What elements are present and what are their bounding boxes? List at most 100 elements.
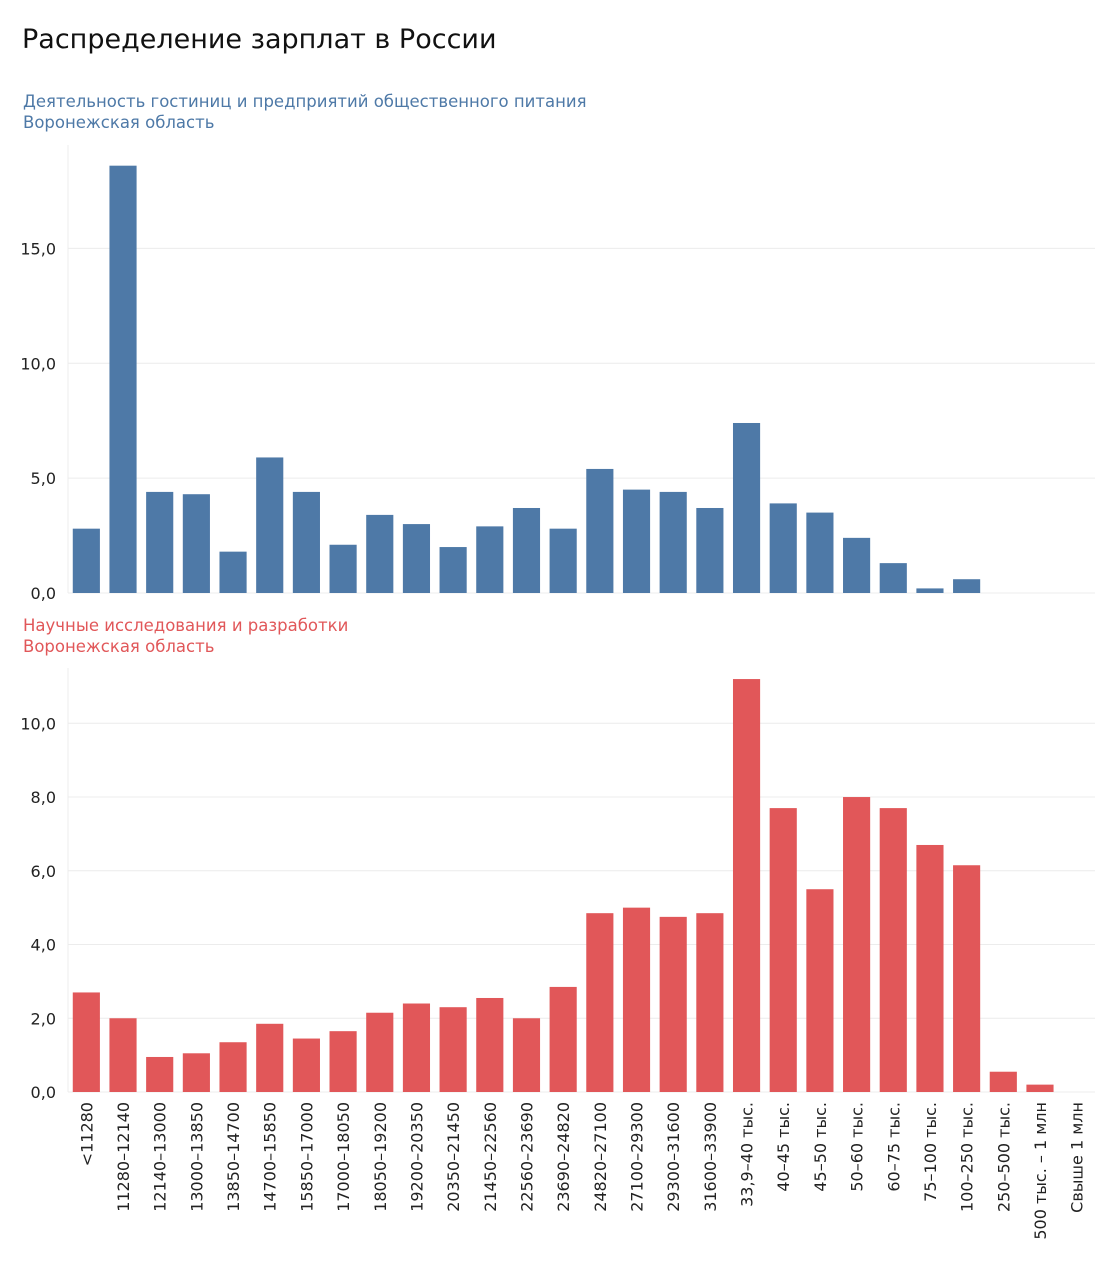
top-bar <box>806 512 834 593</box>
x-tick-label: 13000–13850 <box>187 1102 206 1212</box>
top-bar <box>219 551 247 593</box>
top-bar <box>879 563 907 593</box>
bottom-bar <box>769 808 797 1092</box>
x-tick-label: 45–50 тыс. <box>811 1102 830 1192</box>
x-tick-label: 24820–27100 <box>591 1102 610 1212</box>
top-bar <box>329 544 357 593</box>
top-bar <box>622 489 651 593</box>
x-tick-label: 14700–15850 <box>261 1102 280 1212</box>
top-y-tick-label: 5,0 <box>31 469 56 488</box>
bottom-bar <box>219 1042 247 1092</box>
x-tick-label: <11280 <box>77 1102 96 1166</box>
top-bar <box>769 503 797 593</box>
x-tick-label: 33,9–40 тыс. <box>738 1102 757 1207</box>
bottom-bar <box>256 1023 284 1092</box>
x-tick-label: 20350–21450 <box>444 1102 463 1212</box>
x-tick-label: 12140–13000 <box>151 1102 170 1212</box>
bottom-bar <box>659 916 687 1092</box>
x-tick-label: 23690–24820 <box>554 1102 573 1212</box>
bottom-bar <box>806 889 834 1092</box>
bottom-bar <box>512 1018 541 1092</box>
top-bar <box>182 494 210 593</box>
bottom-bar <box>843 797 871 1092</box>
bottom-chart-subtitle: Научные исследования и разработки Вороне… <box>23 615 348 657</box>
bottom-bar <box>366 1012 394 1092</box>
top-bar <box>439 547 467 593</box>
bottom-bar <box>953 865 981 1092</box>
bottom-bar <box>549 986 577 1092</box>
bottom-bar <box>586 913 614 1092</box>
top-chart-subtitle: Деятельность гостиниц и предприятий обще… <box>23 91 587 133</box>
x-tick-label: 19200–20350 <box>407 1102 426 1212</box>
x-tick-label: 15850–17000 <box>297 1102 316 1212</box>
x-tick-label: 100–250 тыс. <box>958 1102 977 1212</box>
bottom-y-tick-label: 4,0 <box>31 936 56 955</box>
bottom-bar-chart: 0,0 2,0 4,0 6,0 8,0 10,0 <box>20 668 1095 1102</box>
bottom-bar <box>72 992 100 1092</box>
bottom-bar <box>182 1053 210 1092</box>
top-bar <box>109 165 137 593</box>
bottom-y-tick-label: 6,0 <box>31 862 56 881</box>
bottom-bar <box>622 907 651 1092</box>
x-tick-label: 500 тыс. – 1 млн <box>1031 1102 1050 1240</box>
top-y-tick-label: 0,0 <box>31 584 56 603</box>
top-bar <box>366 514 394 593</box>
x-tick-label: 50–60 тыс. <box>848 1102 867 1192</box>
bottom-bar <box>1026 1084 1054 1092</box>
top-bar <box>732 422 761 593</box>
x-tick-label: 17000–18050 <box>334 1102 353 1212</box>
bottom-bar <box>439 1007 467 1092</box>
bottom-bar <box>732 679 761 1092</box>
x-axis-labels: <11280 11280–12140 12140–13000 13000–13850 1… <box>77 1102 1086 1240</box>
bottom-y-tick-label: 0,0 <box>31 1083 56 1102</box>
page-title: Распределение зарплат в России <box>22 24 497 55</box>
bottom-bar <box>402 1003 431 1092</box>
x-tick-label: 22560–23690 <box>517 1102 536 1212</box>
top-chart-subtitle-line-1: Деятельность гостиниц и предприятий обще… <box>23 92 587 111</box>
bottom-bar <box>916 844 944 1092</box>
x-tick-label: 29300–31600 <box>664 1102 683 1212</box>
top-bar <box>292 491 320 593</box>
x-tick-label: 21450–22560 <box>481 1102 500 1212</box>
x-tick-label: 18050–19200 <box>371 1102 390 1212</box>
bottom-chart-subtitle-line-2: Воронежская область <box>23 637 215 656</box>
bottom-chart-subtitle-line-1: Научные исследования и разработки <box>23 616 349 635</box>
top-bar <box>402 524 431 593</box>
top-bar <box>476 526 504 593</box>
top-bar <box>586 468 614 593</box>
top-bar <box>256 457 284 593</box>
x-tick-label: 31600–33900 <box>701 1102 720 1212</box>
top-bar <box>512 507 541 593</box>
top-bar <box>843 537 871 593</box>
x-tick-label: 250–500 тыс. <box>994 1102 1013 1212</box>
x-tick-label: 60–75 тыс. <box>884 1102 903 1192</box>
bottom-bar <box>329 1031 357 1092</box>
x-tick-label: 27100–29300 <box>628 1102 647 1212</box>
top-bar <box>72 528 100 593</box>
top-bar <box>549 528 577 593</box>
top-bar <box>146 491 174 593</box>
top-bar <box>916 588 944 593</box>
bottom-bar <box>476 997 504 1092</box>
x-tick-label: 13850–14700 <box>224 1102 243 1212</box>
top-chart-subtitle-line-2: Воронежская область <box>23 113 215 132</box>
x-tick-label: 75–100 тыс. <box>921 1102 940 1202</box>
bottom-bar <box>989 1071 1017 1092</box>
top-y-tick-label: 10,0 <box>20 354 56 373</box>
top-bar <box>696 507 724 593</box>
bottom-bar <box>292 1038 320 1092</box>
x-tick-label: 40–45 тыс. <box>774 1102 793 1192</box>
bottom-y-tick-label: 10,0 <box>20 714 56 733</box>
x-tick-label: 11280–12140 <box>114 1102 133 1212</box>
bottom-y-tick-label: 8,0 <box>31 788 56 807</box>
bottom-bar <box>879 808 907 1092</box>
bottom-bar <box>696 913 724 1092</box>
top-bar-chart: 0,0 5,0 10,0 15,0 <box>20 145 1095 603</box>
x-tick-label: Свыше 1 млн <box>1068 1102 1087 1213</box>
bottom-bar <box>146 1056 174 1092</box>
bottom-y-tick-label: 2,0 <box>31 1009 56 1028</box>
top-bar <box>953 579 981 593</box>
top-bar <box>659 491 687 593</box>
top-y-tick-label: 15,0 <box>20 239 56 258</box>
